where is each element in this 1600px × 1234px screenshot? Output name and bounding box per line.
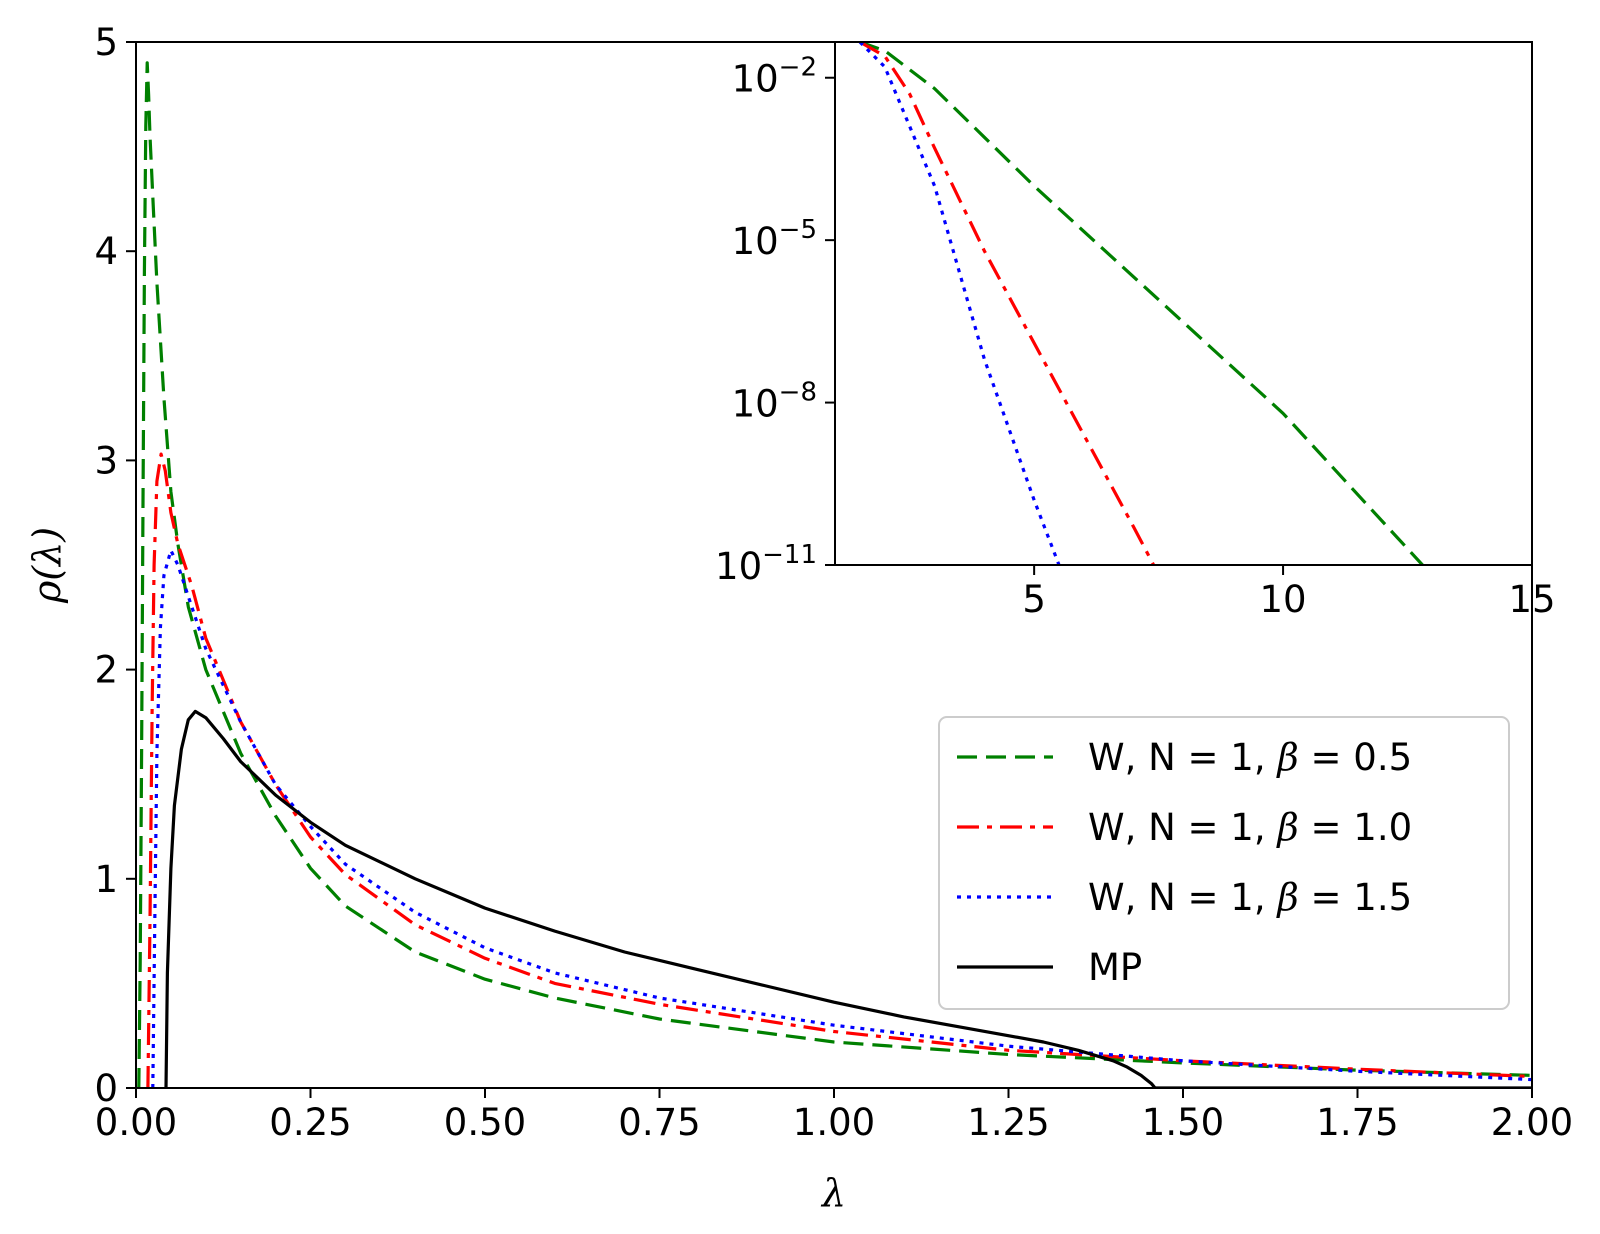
inset-x-tick-label: 10 bbox=[1260, 578, 1307, 621]
main-series-line-2 bbox=[151, 548, 1532, 1088]
y-axis-label: ρ(λ) bbox=[25, 527, 69, 604]
main-x-tick-label: 0.00 bbox=[95, 1101, 177, 1144]
legend-items: W, N = 1, β = 0.5 W, N = 1, β = 1.0 W, N =… bbox=[957, 736, 1412, 989]
x-axis-label: λ bbox=[820, 1171, 846, 1215]
inset-x-axis-ticks: 5 10 15 bbox=[1022, 565, 1556, 621]
inset-y-tick-label: 10−8 bbox=[732, 378, 817, 426]
inset-series-line-1 bbox=[859, 42, 1156, 565]
main-x-tick-label: 1.50 bbox=[1142, 1101, 1224, 1144]
main-y-tick-label: 4 bbox=[94, 230, 118, 273]
legend-label-2: W, N = 1, β = 1.5 bbox=[1088, 876, 1412, 919]
main-series-line-3 bbox=[164, 709, 1532, 1088]
inset-y-tick-label: 10−2 bbox=[732, 53, 817, 101]
main-y-tick-label: 1 bbox=[94, 858, 118, 901]
main-series-group bbox=[137, 61, 1532, 1088]
main-x-tick-label: 1.75 bbox=[1316, 1101, 1398, 1144]
inset-series-group bbox=[858, 42, 1424, 565]
inset-series-line-0 bbox=[859, 42, 1424, 565]
main-x-tick-label: 1.25 bbox=[967, 1101, 1049, 1144]
inset-y-axis-ticks: 10−2 10−5 10−8 10−11 bbox=[715, 53, 835, 588]
main-y-tick-label: 2 bbox=[94, 649, 118, 692]
legend-label-0: W, N = 1, β = 0.5 bbox=[1088, 736, 1412, 779]
inset-plot-frame bbox=[834, 41, 1533, 566]
inset-x-tick-label: 5 bbox=[1022, 578, 1046, 621]
legend-label-1: W, N = 1, β = 1.0 bbox=[1088, 806, 1412, 849]
main-y-tick-label: 3 bbox=[94, 439, 118, 482]
legend-label-3: MP bbox=[1088, 946, 1142, 989]
main-x-tick-label: 2.00 bbox=[1491, 1101, 1573, 1144]
inset-plot: 5 10 15 10−2 10−5 10−8 10−11 bbox=[715, 41, 1556, 621]
main-x-tick-label: 0.75 bbox=[618, 1101, 700, 1144]
main-x-tick-label: 0.50 bbox=[444, 1101, 526, 1144]
legend-box bbox=[938, 716, 1510, 1010]
main-series-line-0 bbox=[137, 61, 1532, 1088]
main-y-tick-label: 5 bbox=[94, 21, 118, 64]
legend: W, N = 1, β = 0.5 W, N = 1, β = 1.0 W, N =… bbox=[938, 716, 1510, 1010]
main-x-tick-label: 1.00 bbox=[793, 1101, 875, 1144]
main-x-axis-ticks: 0.00 0.25 0.50 0.75 1.00 1.25 1.50 1.75 2.00 bbox=[95, 1088, 1573, 1144]
inset-background bbox=[835, 42, 1532, 565]
inset-y-tick-label: 10−5 bbox=[732, 215, 817, 263]
inset-y-tick-label: 10−11 bbox=[715, 540, 817, 588]
inset-x-tick-label: 15 bbox=[1508, 578, 1555, 621]
main-x-tick-label: 0.25 bbox=[269, 1101, 351, 1144]
main-y-tick-label: 0 bbox=[94, 1067, 118, 1110]
main-y-axis-ticks: 0 1 2 3 4 5 bbox=[94, 21, 136, 1110]
